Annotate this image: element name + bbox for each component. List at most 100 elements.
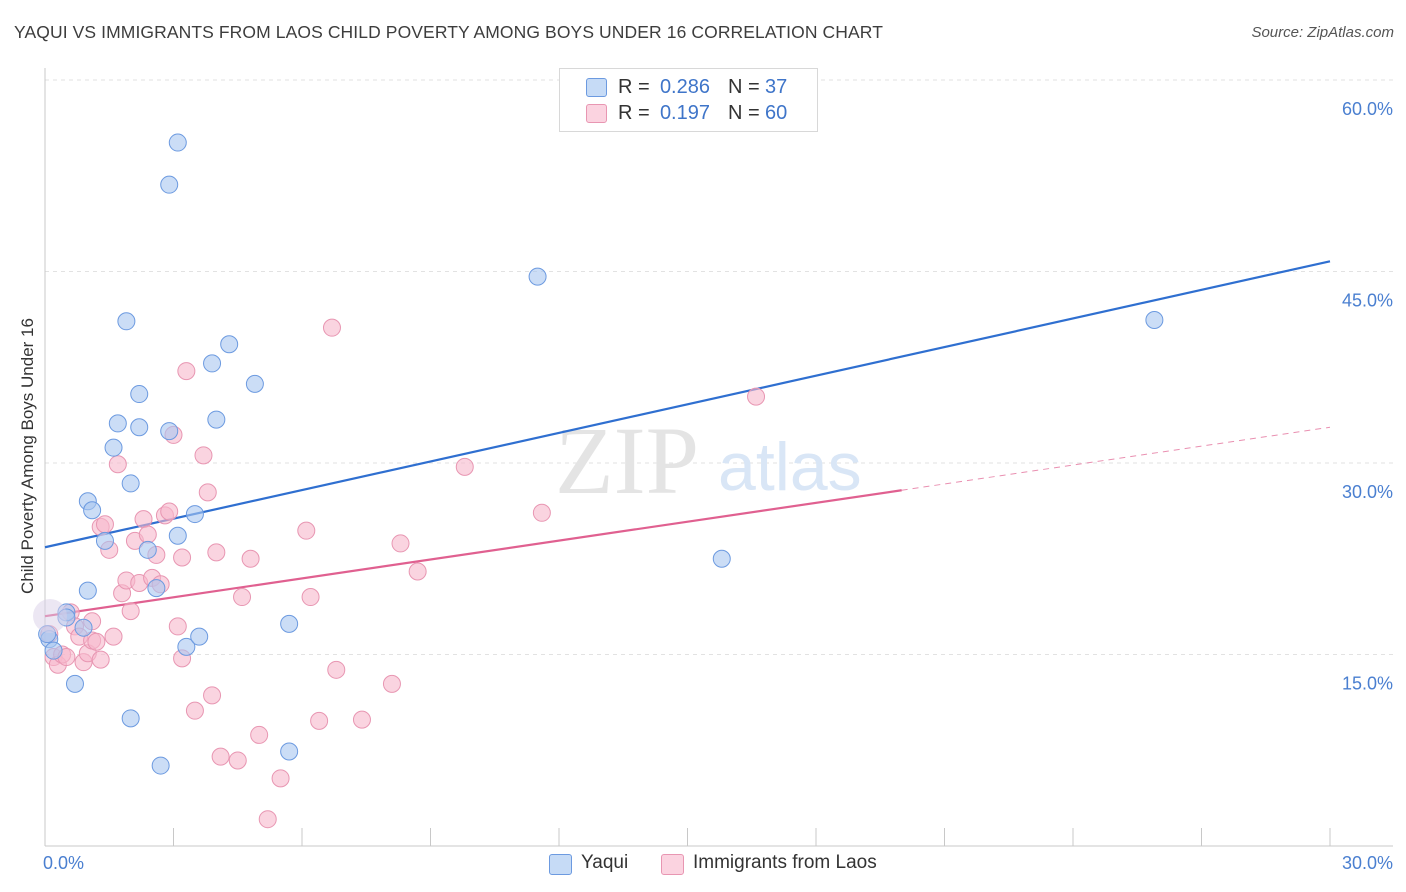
data-point-yaqui [203,354,222,373]
trend-lines [44,260,1331,618]
data-point-yaqui [185,505,204,524]
data-point-laos [203,686,222,705]
data-point-laos [198,483,217,502]
trend-line-yaqui [44,260,1331,549]
data-point-yaqui [280,742,299,761]
data-point-laos [87,632,106,651]
data-point-laos [301,588,320,607]
data-point-laos [747,387,766,406]
data-point-yaqui [74,618,93,637]
data-point-laos [408,562,427,581]
data-points [33,133,1164,829]
y-tick-label: 30.0% [1342,482,1393,502]
data-point-laos [194,446,213,465]
data-point-yaqui [95,531,114,550]
watermark: ZIP atlas [555,407,862,514]
watermark-zip: ZIP [555,407,699,514]
watermark-atlas: atlas [718,429,862,505]
legend-r-label: R = [618,102,650,124]
data-point-yaqui [78,581,97,600]
data-point-laos [160,502,179,521]
data-point-yaqui [160,422,179,441]
legend-row-laos: R = 0.197 N = 60 [560,100,817,126]
legend-n-label: N = [728,102,760,124]
legend-n-value: 37 [765,76,788,98]
legend-swatch-yaqui [586,78,607,97]
data-point-yaqui [168,526,187,545]
data-point-yaqui [44,641,63,660]
data-point-laos [168,617,187,636]
data-point-laos [258,810,277,829]
data-point-yaqui [147,579,166,598]
source-label: Source: ZipAtlas.com [1251,24,1394,41]
legend-r-label: R = [618,76,650,98]
data-point-yaqui [121,709,140,728]
trend-line-laos [44,489,902,618]
data-point-yaqui [151,756,170,775]
data-point-laos [207,543,226,562]
data-point-laos [310,711,329,730]
legend-swatch-laos [661,854,684,875]
data-point-yaqui [108,414,127,433]
data-point-yaqui [104,438,123,457]
axis-labels: 15.0% 30.0% 45.0% 60.0% 0.0% 30.0% Child Pover… [18,99,1393,873]
x-tick-label: 30.0% [1342,853,1393,873]
axes [44,68,1393,847]
data-point-laos [211,747,230,766]
y-axis-label: Child Poverty Among Boys Under 16 [18,318,37,594]
legend-label-yaqui: Yaqui [581,852,629,873]
y-tick-label: 45.0% [1342,291,1393,311]
chart-title: YAQUI VS IMMIGRANTS FROM LAOS CHILD POVE… [14,22,883,42]
data-point-yaqui [130,418,149,437]
data-point-laos [250,725,269,744]
data-point-laos [108,455,127,474]
data-point-yaqui [138,540,157,559]
data-point-laos [104,627,123,646]
data-point-laos [327,660,346,679]
data-point-laos [297,521,316,540]
data-point-laos [95,515,114,534]
data-point-laos [134,510,153,529]
data-point-laos [173,548,192,567]
data-point-laos [233,588,252,607]
data-point-laos [138,525,157,544]
trend-line-laos-extension [901,426,1331,491]
legend-r-value: 0.286 [659,76,710,98]
data-point-laos [185,701,204,720]
data-point-laos [177,362,196,381]
data-point-cluster [33,599,67,633]
x-tick-label: 0.0% [43,853,84,873]
data-point-laos [241,549,260,568]
data-point-yaqui [207,410,226,429]
series-legend: Yaqui Immigrants from Laos [0,852,1406,878]
gridlines [45,79,1393,655]
legend-label-laos: Immigrants from Laos [693,852,877,873]
legend-r-value: 0.197 [659,102,710,124]
data-point-yaqui [65,674,84,693]
data-point-yaqui [528,267,547,286]
data-point-yaqui [1145,311,1164,330]
data-point-yaqui [83,501,102,520]
data-point-yaqui [130,385,149,404]
legend-swatch-yaqui [549,854,572,875]
data-point-yaqui [220,335,239,354]
data-point-yaqui [117,312,136,331]
data-point-laos [91,650,110,669]
legend-row-yaqui: R = 0.286 N = 37 [560,74,817,100]
data-point-yaqui [168,133,187,152]
y-tick-label: 15.0% [1342,674,1393,694]
data-point-yaqui [712,549,731,568]
y-tick-label: 60.0% [1342,99,1393,119]
data-point-laos [455,457,474,476]
data-point-yaqui [245,374,264,393]
data-point-laos [271,769,290,788]
data-point-laos [391,534,410,553]
data-point-laos [121,602,140,621]
correlation-legend: R = 0.286 N = 37 R = 0.197 N = 60 [559,68,818,132]
data-point-yaqui [160,175,179,194]
data-point-laos [352,710,371,729]
data-point-yaqui [121,474,140,493]
data-point-laos [228,751,247,770]
data-point-yaqui [280,614,299,633]
